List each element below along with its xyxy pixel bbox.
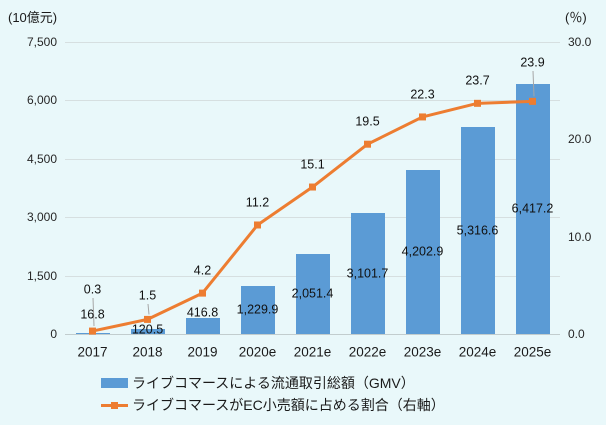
x-axis-label: 2017 [77,344,108,360]
x-axis-label: 2023e [403,344,442,360]
line-marker [254,221,261,229]
legend-label: ライブコマースによる流通取引総額（GMV） [132,375,415,391]
gridline [65,42,560,43]
line-marker [419,113,426,121]
legend-marker-icon [111,401,118,409]
bar-value-label: 416.8 [186,305,219,320]
leader-line [147,303,150,315]
bar-value-label: 120.5 [131,322,164,337]
left-axis-tick: 0 [50,327,57,341]
percent-label: 4.2 [193,263,212,278]
legend-item-ec-ratio: ライブコマースがEC小売額に占める割合（右軸） [101,395,445,415]
legend-item-gmv: ライブコマースによる流通取引総額（GMV） [101,373,445,393]
legend-bar-swatch-icon [101,378,128,388]
right-axis-tick: 0.0 [568,327,585,341]
percent-label: 1.5 [138,288,157,303]
bar-value-label: 2,051.4 [291,286,334,301]
legend-label: ライブコマースがEC小売額に占める割合（右軸） [132,397,445,413]
bar [75,333,110,334]
bar-value-label: 6,417.2 [511,201,554,216]
bar-value-label: 16.8 [80,307,105,322]
percent-label: 19.5 [355,114,380,129]
x-axis-line [65,334,560,335]
x-axis-label: 2020e [238,344,277,360]
gridline [65,100,560,102]
right-axis-unit-label: (％) [565,10,587,25]
x-axis-label: 2018 [132,344,163,360]
right-axis-tick: 20.0 [568,132,592,147]
legend-line-swatch-icon [101,400,128,410]
percent-label: 23.7 [465,73,490,88]
x-axis-label: 2025e [513,344,552,360]
bar-value-label: 3,101.7 [346,266,389,281]
x-axis-label: 2021e [293,344,332,360]
x-axis-label: 2022e [348,344,387,360]
bar-value-label: 1,229.9 [236,302,279,317]
bar-value-label: 5,316.6 [456,223,499,237]
percent-label: 15.1 [300,157,325,172]
percent-label: 23.9 [520,55,545,70]
legend: ライブコマースによる流通取引総額（GMV） ライブコマースがEC小売額に占める割合… [101,373,445,415]
percent-label: 11.2 [245,195,270,210]
left-axis-tick: 6,000 [26,93,57,108]
line-marker [364,140,371,148]
x-axis-label: 2024e [458,344,497,360]
line-marker [309,183,316,191]
x-axis-label: 2019 [187,344,218,360]
right-axis-tick: 30.0 [568,35,592,49]
left-axis-tick: 4,500 [26,151,57,166]
left-axis-tick: 1,500 [26,268,57,283]
bar-value-label: 4,202.9 [401,244,444,259]
line-marker [199,289,206,297]
right-axis-tick: 10.0 [568,229,592,244]
percent-label: 22.3 [410,87,435,102]
left-axis-tick: 3,000 [26,210,57,225]
percent-label: 0.3 [83,282,102,297]
left-axis-tick: 7,500 [26,35,57,49]
left-axis-unit-label: (10億元) [8,10,58,25]
